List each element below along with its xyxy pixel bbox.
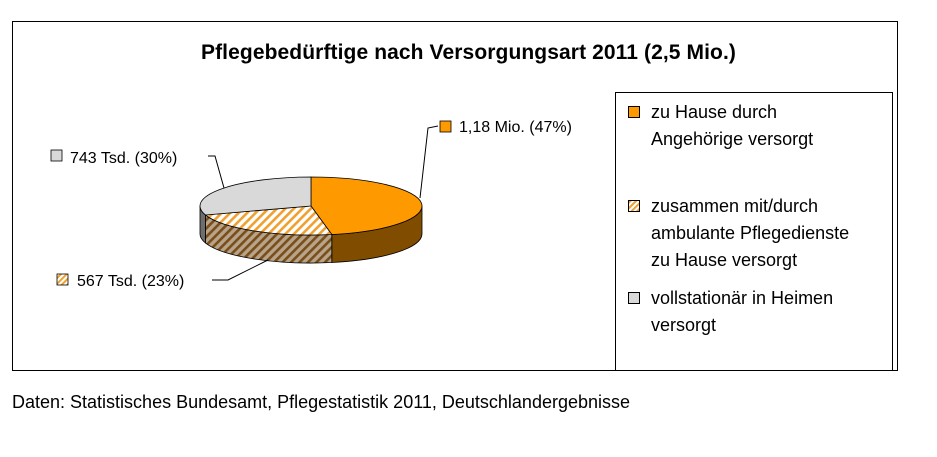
leader-line-stationary	[208, 155, 225, 189]
pie-slice-stationary	[199, 176, 312, 216]
data-label-swatch-ambulant	[56, 273, 69, 286]
chart-title: Pflegebedürftige nach Versorgungsart 201…	[200, 41, 736, 64]
legend-item-ambulant: zusammen mit/durch ambulante Pflegediens…	[628, 193, 890, 274]
pie-slice-ambulant	[204, 205, 333, 236]
data-label-swatch-home-relatives	[439, 120, 452, 133]
legend-label-stationary: vollstationär in Heimen versorgt	[651, 288, 834, 335]
legend-swatch-ambulant	[628, 200, 640, 212]
pie-slice-home-relatives	[310, 176, 423, 235]
data-label-ambulant: 567 Tsd. (23%)	[77, 273, 184, 290]
legend-label-home-relatives: zu Hause durch Angehörige versorgt	[651, 102, 814, 149]
leader-line-ambulant	[212, 259, 269, 281]
data-label-home-relatives: 1,18 Mio. (47%)	[459, 119, 572, 136]
legend-item-stationary: vollstationär in Heimen versorgt	[628, 285, 890, 339]
legend-label-ambulant: zusammen mit/durch ambulante Pflegediens…	[651, 196, 850, 270]
legend-item-home-relatives: zu Hause durch Angehörige versorgt	[628, 99, 890, 153]
legend: zu Hause durch Angehörige versorgt zusam…	[615, 92, 893, 371]
data-label-stationary: 743 Tsd. (30%)	[70, 150, 177, 167]
legend-swatch-home-relatives	[628, 106, 640, 118]
data-label-swatch-stationary	[50, 149, 63, 162]
leader-line-home-relatives	[419, 125, 439, 199]
source-note: Daten: Statistisches Bundesamt, Pflegest…	[12, 392, 631, 412]
legend-swatch-stationary	[628, 292, 640, 304]
